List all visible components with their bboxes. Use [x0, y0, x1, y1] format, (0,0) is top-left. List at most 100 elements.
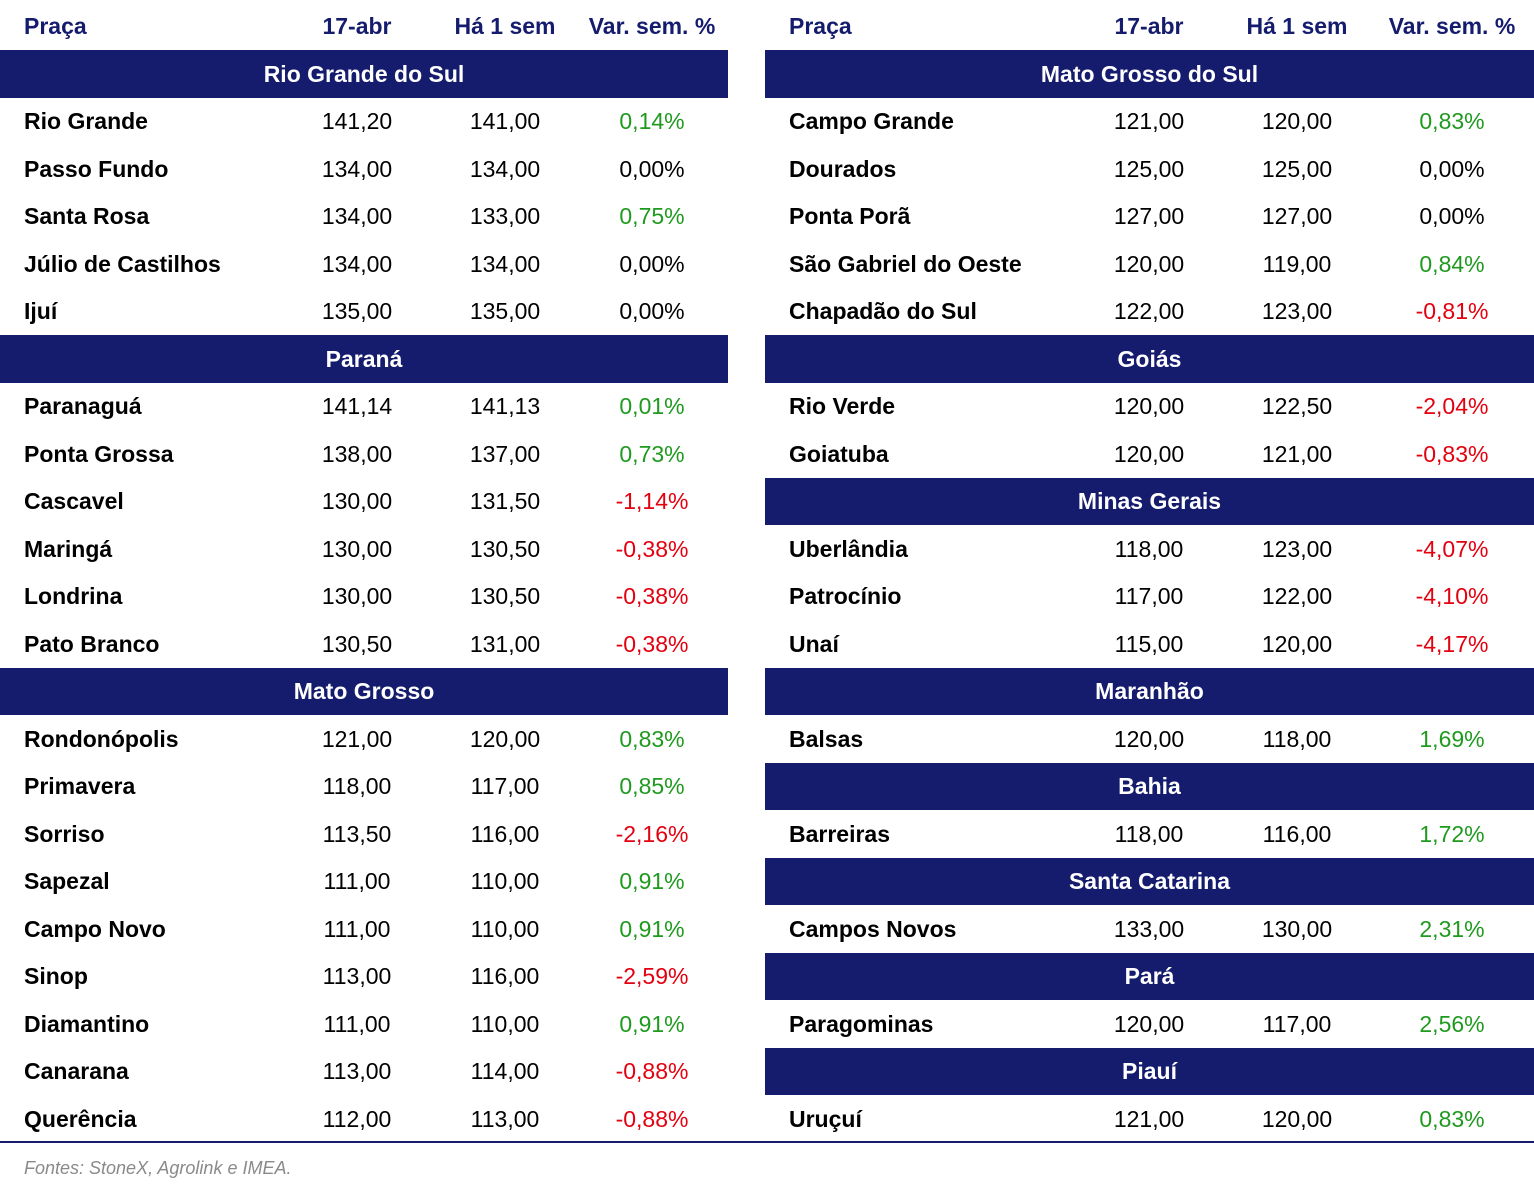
cell-value: 0,14%	[619, 108, 685, 135]
row-label: Patrocínio	[789, 583, 902, 610]
cell-value: 0,85%	[619, 773, 685, 800]
row-label: Barreiras	[789, 820, 891, 847]
row-label: Sinop	[24, 963, 88, 990]
cell-value: 130,00	[321, 583, 393, 610]
cell-value: 134,00	[469, 155, 541, 182]
cell-value: 127,00	[1261, 203, 1333, 230]
cell-value: 135,00	[469, 298, 541, 325]
column-header: 17-abr	[322, 13, 392, 39]
section-title: Santa Catarina	[1068, 868, 1231, 895]
cell-value: 130,00	[321, 488, 393, 515]
row-label: Sorriso	[24, 820, 105, 847]
row-label: Dourados	[789, 155, 897, 182]
cell-value: 134,00	[469, 250, 541, 277]
cell-value: 118,00	[1114, 535, 1184, 562]
cell-value: 131,50	[469, 488, 541, 515]
row-label: Diamantino	[24, 1010, 150, 1037]
cell-value: 113,50	[322, 820, 392, 847]
cell-value: 122,00	[1113, 298, 1185, 325]
cell-value: 135,00	[321, 298, 393, 325]
cell-value: -0,38%	[615, 535, 689, 562]
row-label: Maringá	[24, 535, 113, 562]
cell-value: 137,00	[469, 440, 541, 467]
cell-value: 133,00	[1113, 915, 1185, 942]
row-label: Rio Verde	[789, 393, 896, 420]
cell-value: 134,00	[321, 155, 393, 182]
row-label: São Gabriel do Oeste	[789, 250, 1022, 277]
row-label: Paragominas	[789, 1010, 934, 1037]
section-title: Piauí	[1122, 1058, 1177, 1085]
section-band	[765, 335, 1534, 383]
cell-value: 0,91%	[619, 915, 685, 942]
row-label: Balsas	[789, 725, 864, 752]
section-title: Paraná	[325, 345, 403, 372]
cell-value: 125,00	[1113, 155, 1185, 182]
cell-value: -0,81%	[1415, 298, 1489, 325]
cell-value: 120,00	[1261, 108, 1333, 135]
row-label: Uruçuí	[789, 1105, 862, 1132]
cell-value: -2,16%	[615, 820, 689, 847]
column-header: Praça	[24, 13, 87, 39]
section-band	[765, 952, 1534, 1000]
row-label: Ponta Porã	[789, 203, 911, 230]
cell-value: -0,83%	[1415, 440, 1489, 467]
cell-value: 0,00%	[1419, 155, 1485, 182]
section-band	[765, 762, 1534, 810]
cell-value: -2,04%	[1415, 393, 1489, 420]
cell-value: 110,00	[470, 915, 540, 942]
cell-value: 1,69%	[1419, 725, 1485, 752]
row-label: Júlio de Castilhos	[24, 250, 221, 277]
cell-value: 123,00	[1261, 298, 1333, 325]
column-header: Há 1 sem	[1246, 13, 1348, 39]
cell-value: 119,00	[1262, 250, 1332, 277]
section-band	[765, 50, 1534, 98]
cell-value: 0,00%	[619, 298, 685, 325]
cell-value: 121,00	[1113, 1105, 1185, 1132]
cell-value: 121,00	[1113, 108, 1185, 135]
row-label: Cascavel	[24, 488, 124, 515]
cell-value: 0,91%	[619, 868, 685, 895]
cell-value: 130,50	[321, 630, 393, 657]
cell-value: -4,17%	[1415, 630, 1489, 657]
cell-value: 118,00	[1262, 725, 1332, 752]
cell-value: 117,00	[470, 773, 540, 800]
section-band	[0, 667, 728, 715]
cell-value: 116,00	[470, 820, 540, 847]
cell-value: 0,73%	[619, 440, 685, 467]
cell-value: 130,00	[321, 535, 393, 562]
cell-value: 0,00%	[619, 250, 685, 277]
cell-value: 138,00	[321, 440, 393, 467]
cell-value: 0,83%	[1419, 108, 1485, 135]
cell-value: 117,00	[1262, 1010, 1332, 1037]
cell-value: 116,00	[470, 963, 540, 990]
cell-value: -2,59%	[615, 963, 689, 990]
cell-value: -1,14%	[615, 488, 689, 515]
row-label: Uberlândia	[789, 535, 908, 562]
cell-value: 0,75%	[619, 203, 685, 230]
cell-value: 120,00	[1261, 1105, 1333, 1132]
cell-value: 113,00	[322, 963, 392, 990]
cell-value: 120,00	[1113, 393, 1185, 420]
cell-value: 141,00	[469, 108, 541, 135]
row-label: Passo Fundo	[24, 155, 169, 182]
cell-value: 114,00	[470, 1058, 540, 1085]
cell-value: 130,50	[469, 535, 541, 562]
cell-value: 118,00	[1114, 820, 1184, 847]
cell-value: 120,00	[469, 725, 541, 752]
cell-value: 125,00	[1261, 155, 1333, 182]
section-title: Rio Grande do Sul	[263, 60, 465, 87]
cell-value: 127,00	[1113, 203, 1185, 230]
cell-value: 2,31%	[1419, 915, 1485, 942]
cell-value: 0,91%	[619, 1010, 685, 1037]
row-label: Campos Novos	[789, 915, 957, 942]
cell-value: -0,88%	[615, 1105, 689, 1132]
cell-value: 130,00	[1261, 915, 1333, 942]
row-label: Rondonópolis	[24, 725, 179, 752]
cell-value: 115,00	[1114, 630, 1184, 657]
cell-value: 141,14	[321, 393, 393, 420]
row-label: Querência	[24, 1105, 137, 1132]
section-title: Mato Grosso do Sul	[1040, 60, 1259, 87]
cell-value: 113,00	[322, 1058, 392, 1085]
footnote: Fontes: StoneX, Agrolink e IMEA.	[24, 1158, 292, 1178]
